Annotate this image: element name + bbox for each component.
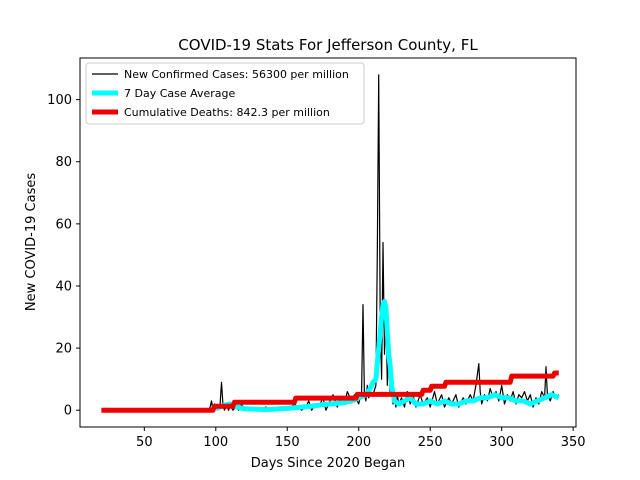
y-tick-label: 100: [47, 93, 72, 108]
series-line-0: [101, 74, 560, 411]
plot-area: [79, 57, 577, 428]
plot-frame: [79, 57, 577, 428]
x-tick-label: 100: [203, 435, 228, 450]
y-tick-label: 60: [55, 217, 72, 232]
y-axis-label: New COVID-19 Cases: [24, 173, 39, 311]
x-axis-label: Days Since 2020 Began: [251, 456, 406, 471]
legend: New Confirmed Cases: 56300 per million 7…: [85, 62, 365, 125]
x-tick-label: 200: [346, 435, 371, 450]
x-tick-label: 250: [418, 435, 443, 450]
legend-label-new-cases: New Confirmed Cases: 56300 per million: [124, 68, 349, 81]
y-axis-ticks: 0 20 40 60 80 100: [47, 93, 80, 419]
legend-label-7day-average: 7 Day Case Average: [124, 87, 236, 100]
legend-label-cumulative-deaths: Cumulative Deaths: 842.3 per million: [124, 106, 330, 119]
legend-box: [85, 62, 365, 125]
y-tick-label: 40: [55, 279, 72, 294]
series-line-1: [214, 299, 560, 413]
x-tick-label: 350: [561, 435, 586, 450]
y-tick-label: 20: [55, 342, 72, 357]
chart-title: COVID-19 Stats For Jefferson County, FL: [178, 36, 478, 54]
series-line-2: [101, 370, 559, 413]
x-tick-label: 150: [275, 435, 300, 450]
x-tick-label: 300: [489, 435, 514, 450]
x-axis-ticks: 50 100 150 200 250 300 350: [136, 427, 586, 450]
x-tick-label: 50: [136, 435, 153, 450]
series-layer: [101, 74, 560, 413]
y-tick-label: 80: [55, 155, 72, 170]
y-tick-label: 0: [64, 404, 72, 419]
